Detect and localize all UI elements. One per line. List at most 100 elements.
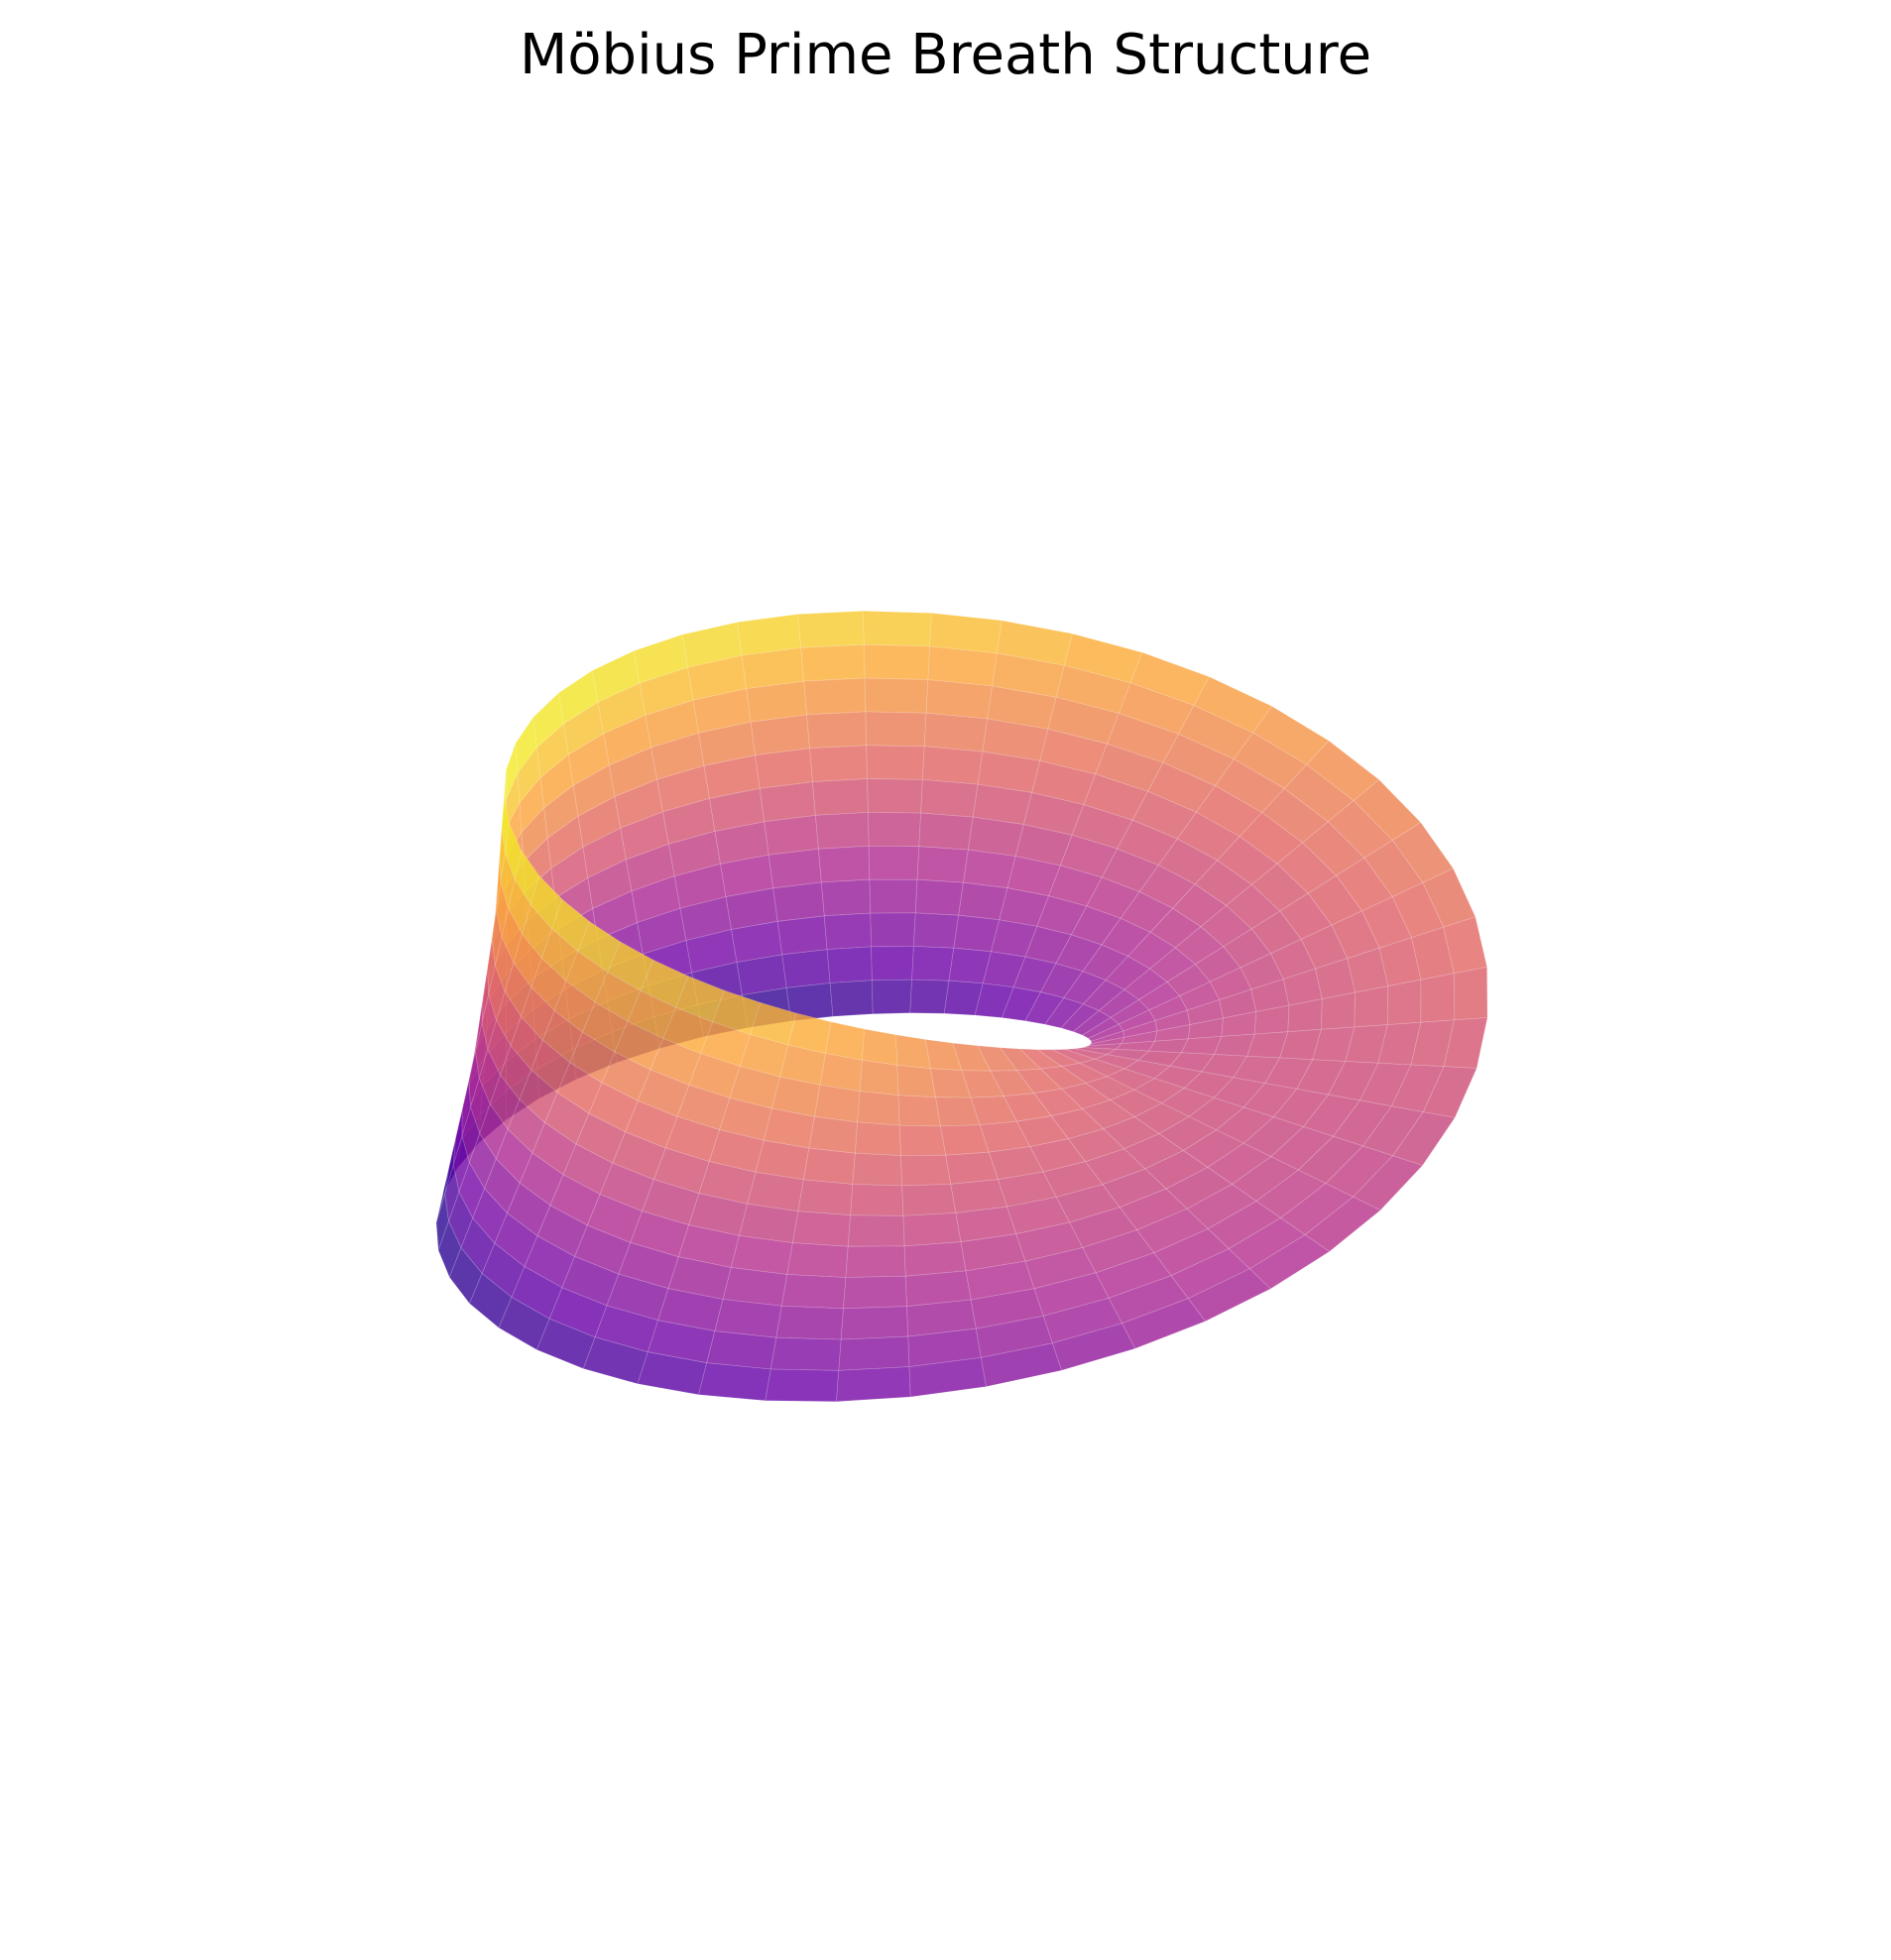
surface-face <box>912 912 960 949</box>
surface-face <box>769 1336 842 1371</box>
surface-face <box>817 845 871 883</box>
surface-face <box>980 1342 1063 1388</box>
surface-face <box>1117 819 1178 866</box>
surface-face <box>803 677 867 716</box>
surface-face <box>1087 1023 1124 1042</box>
surface-face <box>1420 973 1455 1023</box>
surface-face <box>1255 1169 1327 1218</box>
surface-face <box>1283 763 1355 823</box>
surface-face <box>903 1241 967 1277</box>
surface-face <box>1068 1207 1138 1248</box>
surface-face <box>894 1034 931 1070</box>
surface-face <box>940 1124 990 1156</box>
surface-face <box>864 677 929 714</box>
surface-face <box>820 878 872 917</box>
surface-face <box>1119 1188 1188 1231</box>
surface-face <box>836 1366 911 1403</box>
surface-face <box>1148 995 1188 1021</box>
surface-face <box>1360 896 1412 949</box>
surface-face <box>867 778 923 814</box>
surface-face <box>904 1270 972 1308</box>
surface-face <box>806 711 868 749</box>
surface-face <box>854 1121 901 1157</box>
surface-face <box>1024 991 1065 1025</box>
surface-face <box>908 1356 987 1398</box>
surface-face <box>899 1154 952 1187</box>
surface-face <box>1123 1133 1185 1170</box>
surface-face <box>863 643 931 681</box>
surface-face <box>852 1152 903 1187</box>
surface-face <box>1176 811 1241 862</box>
surface-face <box>897 1095 941 1127</box>
surface-face <box>843 1275 907 1310</box>
surface-face <box>765 1368 840 1403</box>
surface-face <box>1063 971 1107 1005</box>
surface-face <box>1070 905 1122 946</box>
surface-face <box>764 814 819 856</box>
surface-face <box>1233 732 1308 790</box>
surface-face <box>814 1084 861 1123</box>
surface-face <box>706 1330 777 1370</box>
surface-face <box>921 746 984 785</box>
surface-face <box>963 849 1016 889</box>
surface-face <box>786 1242 849 1278</box>
surface-face <box>772 881 825 922</box>
surface-face <box>920 778 979 818</box>
surface-face <box>768 848 822 889</box>
surface-face <box>977 750 1041 793</box>
surface-face <box>868 845 920 880</box>
surface-face <box>1095 1252 1172 1299</box>
surface-face <box>857 1091 900 1126</box>
surface-face <box>869 878 918 914</box>
surface-face <box>1453 966 1488 1021</box>
surface-face <box>1354 985 1389 1028</box>
surface-face <box>802 1147 856 1185</box>
surface-face <box>845 1245 906 1278</box>
surface-face <box>867 812 922 848</box>
surface-face <box>781 949 831 988</box>
surface-face <box>1194 946 1241 982</box>
surface-face <box>800 643 866 682</box>
surface-face <box>838 1335 910 1371</box>
surface-face <box>866 745 925 780</box>
surface-face <box>847 1214 905 1247</box>
surface-face <box>797 610 865 648</box>
surface-face <box>759 781 816 823</box>
surface-face <box>870 912 916 948</box>
surface-face <box>1153 1065 1203 1089</box>
surface-face <box>1105 955 1151 990</box>
surface-face <box>1133 1102 1191 1135</box>
surface-face <box>898 1124 947 1157</box>
surface-face <box>776 915 828 956</box>
surface-face <box>896 1064 936 1098</box>
surface-face <box>861 1028 898 1066</box>
surface-face <box>1153 1228 1230 1277</box>
surface-face <box>808 1115 859 1154</box>
surface-face <box>909 979 950 1014</box>
surface-face <box>1320 991 1356 1030</box>
surface-face <box>1044 997 1085 1029</box>
surface-face <box>829 980 874 1017</box>
surface-face <box>906 1299 977 1337</box>
surface-face <box>997 1171 1057 1208</box>
chart-title: Möbius Prime Breath Structure <box>519 23 1372 87</box>
surface-face <box>1144 1150 1209 1190</box>
surface-face <box>974 982 1014 1018</box>
surface-face <box>825 1021 866 1061</box>
surface-face <box>965 1260 1035 1301</box>
surface-face <box>911 946 955 981</box>
surface-face <box>819 1053 863 1093</box>
surface-face <box>958 881 1008 921</box>
surface-face <box>811 778 869 816</box>
surface-face <box>901 1183 957 1216</box>
surface-face <box>955 1206 1017 1243</box>
surface-face <box>918 812 974 851</box>
surface-face <box>902 1212 962 1247</box>
surface-face <box>1084 1148 1146 1186</box>
surface-face <box>1386 979 1422 1026</box>
surface-face <box>775 1305 844 1340</box>
surface-face <box>1304 1196 1381 1252</box>
surface-face <box>1363 839 1424 898</box>
surface-face <box>814 812 870 850</box>
